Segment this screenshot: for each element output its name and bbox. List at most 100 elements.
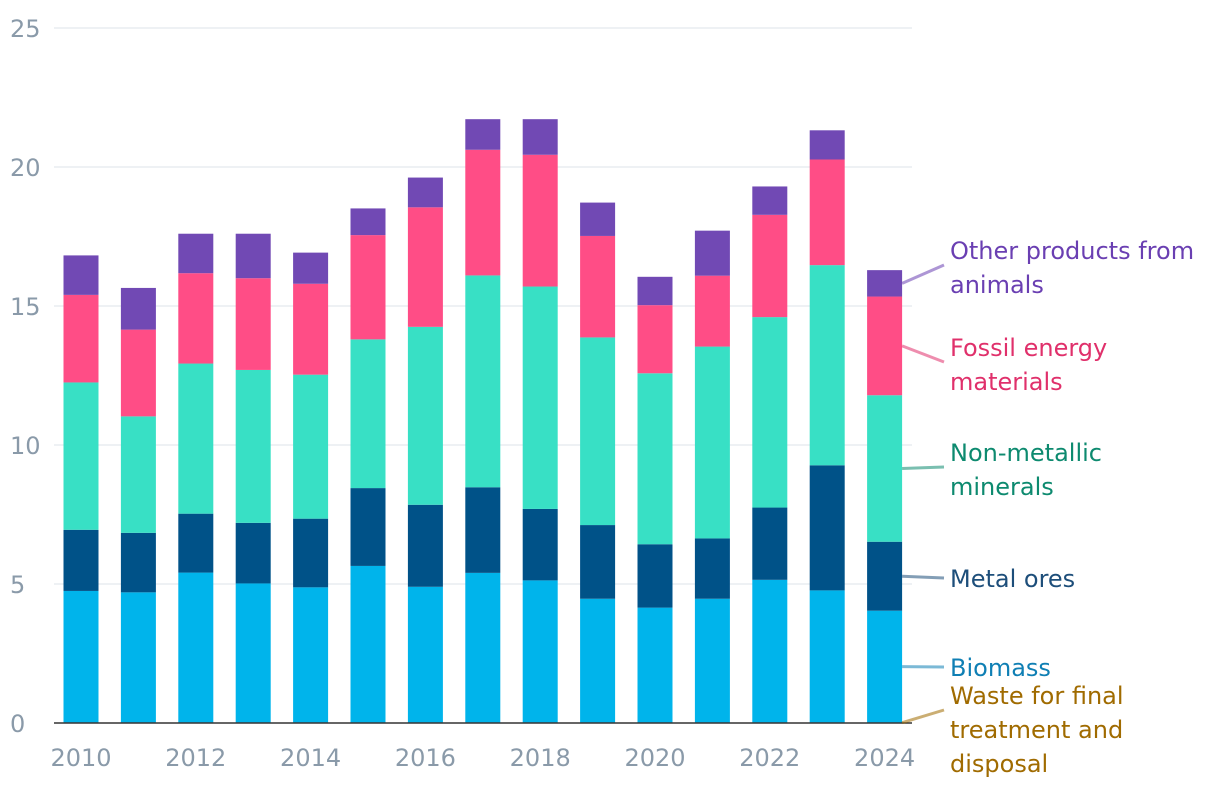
- legend-label: Fossil energy materials: [950, 334, 1107, 396]
- bar-segment: [63, 255, 99, 295]
- bar-segment: [867, 270, 903, 297]
- x-axis-ticks: 2010 2012 2014 2016 2018 2020 2022 2024: [50, 744, 915, 772]
- bar-segment: [809, 465, 845, 591]
- bar-segment: [178, 363, 214, 514]
- bar-segment: [293, 374, 329, 519]
- bar-segment: [63, 590, 99, 723]
- bar-segment: [752, 186, 788, 215]
- bar-segment: [637, 373, 673, 545]
- bar-segment: [580, 598, 616, 723]
- bars: [63, 119, 903, 723]
- bar-segment: [580, 235, 616, 338]
- bar-segment: [752, 507, 788, 580]
- bar-segment: [637, 276, 673, 306]
- bar-segment: [637, 544, 673, 608]
- bar-segment: [407, 207, 443, 327]
- bar-segment: [465, 487, 501, 573]
- bar-segment: [350, 235, 386, 340]
- bar-segment: [809, 130, 845, 160]
- bar-segment: [178, 572, 214, 723]
- x-tick-label: 2018: [510, 744, 571, 772]
- bar-segment: [235, 522, 271, 584]
- bar-segment: [235, 369, 271, 523]
- bar-segment: [867, 541, 903, 611]
- y-tick-label: 20: [10, 154, 41, 182]
- bar-segment: [867, 296, 903, 396]
- legend-label: Biomass: [950, 654, 1051, 682]
- bar-segment: [120, 592, 156, 723]
- bar-segment: [407, 586, 443, 723]
- bar-segment: [178, 273, 214, 364]
- bar-segment: [178, 513, 214, 573]
- bar-segment: [522, 580, 558, 723]
- bar-segment: [580, 525, 616, 599]
- bar-segment: [522, 119, 558, 155]
- bar-segment: [293, 283, 329, 375]
- bar-segment: [407, 177, 443, 208]
- bar-segment: [694, 538, 730, 599]
- x-tick-label: 2012: [165, 744, 226, 772]
- bar-segment: [350, 339, 386, 489]
- legend-leader-line: [901, 708, 945, 725]
- bar-segment: [120, 329, 156, 417]
- bar-segment: [465, 119, 501, 150]
- x-tick-label: 2024: [854, 744, 915, 772]
- bar-segment: [580, 202, 616, 236]
- y-tick-label: 15: [10, 293, 41, 321]
- y-tick-label: 0: [10, 710, 25, 738]
- bar-segment: [809, 590, 845, 723]
- legend-leader-line: [902, 465, 945, 470]
- bar-segment: [752, 317, 788, 508]
- bar-segment: [694, 275, 730, 347]
- legend-label: Other products from animals: [950, 237, 1194, 299]
- y-tick-label: 5: [10, 571, 25, 599]
- y-axis-ticks: 0 5 10 15 20 25: [10, 15, 41, 738]
- x-tick-label: 2016: [395, 744, 456, 772]
- bar-segment: [580, 337, 616, 526]
- x-tick-label: 2010: [50, 744, 111, 772]
- legend-leader-line: [901, 344, 945, 364]
- bar-segment: [809, 159, 845, 266]
- bar-segment: [522, 154, 558, 287]
- legend-leader-line: [901, 263, 945, 285]
- bar-segment: [752, 579, 788, 723]
- bar-segment: [350, 488, 386, 566]
- bar-segment: [694, 230, 730, 276]
- bar-segment: [350, 565, 386, 723]
- bar-segment: [63, 529, 99, 591]
- bar-segment: [407, 504, 443, 587]
- bar-segment: [809, 265, 845, 466]
- legend-label: Non-metallic minerals: [950, 439, 1102, 501]
- bar-segment: [752, 214, 788, 318]
- bar-segment: [522, 286, 558, 509]
- x-tick-label: 2022: [739, 744, 800, 772]
- bar-segment: [465, 149, 501, 276]
- bar-segment: [120, 287, 156, 330]
- legend: Waste for final treatment and disposalBiom…: [901, 237, 1194, 778]
- y-tick-label: 25: [10, 15, 41, 43]
- bar-segment: [465, 275, 501, 488]
- bar-segment: [235, 583, 271, 723]
- bar-segment: [178, 233, 214, 274]
- bar-segment: [293, 587, 329, 723]
- legend-label: Waste for final treatment and disposal: [950, 682, 1124, 778]
- x-tick-label: 2014: [280, 744, 341, 772]
- legend-leader-line: [902, 574, 945, 580]
- bar-segment: [867, 395, 903, 542]
- bar-segment: [235, 278, 271, 370]
- bar-segment: [694, 346, 730, 539]
- bar-segment: [293, 252, 329, 284]
- y-tick-label: 10: [10, 432, 41, 460]
- bar-segment: [120, 532, 156, 593]
- bar-segment: [407, 326, 443, 505]
- bar-segment: [522, 508, 558, 581]
- x-tick-label: 2020: [624, 744, 685, 772]
- bar-segment: [350, 208, 386, 236]
- bar-segment: [637, 607, 673, 723]
- bar-segment: [63, 294, 99, 383]
- bar-segment: [63, 382, 99, 530]
- bar-segment: [637, 305, 673, 374]
- bar-segment: [293, 518, 329, 588]
- legend-label: Metal ores: [950, 565, 1075, 593]
